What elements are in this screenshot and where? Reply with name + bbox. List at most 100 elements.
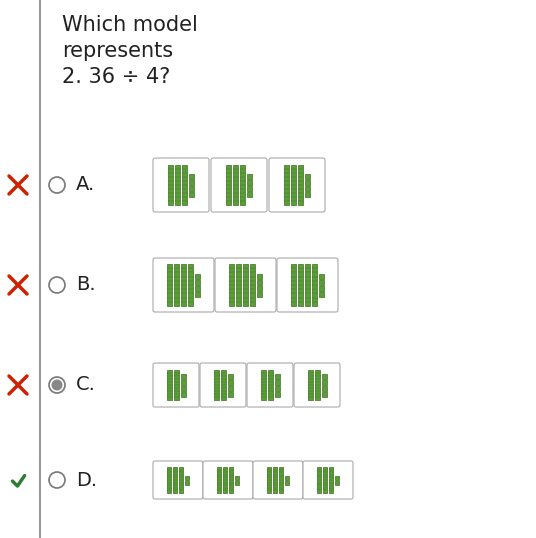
Bar [243, 264, 248, 306]
Bar [229, 264, 234, 306]
Circle shape [51, 379, 63, 391]
Bar [189, 173, 194, 179]
Bar [185, 480, 189, 485]
Bar [335, 476, 339, 479]
Bar [323, 467, 327, 493]
Bar [260, 370, 265, 400]
Bar [291, 264, 296, 306]
Bar [305, 192, 310, 196]
Bar [236, 264, 241, 306]
Bar [247, 186, 252, 190]
Bar [315, 370, 319, 400]
FancyBboxPatch shape [153, 461, 203, 499]
Bar [189, 192, 194, 196]
Bar [167, 264, 172, 306]
Bar [257, 292, 262, 296]
Bar [319, 286, 324, 291]
Bar [308, 370, 312, 400]
Text: represents: represents [62, 41, 173, 61]
Bar [175, 165, 180, 205]
Bar [335, 480, 339, 485]
Bar [274, 373, 279, 379]
Bar [319, 273, 324, 279]
Bar [213, 370, 219, 400]
FancyBboxPatch shape [253, 461, 303, 499]
Bar [229, 467, 233, 493]
Bar [273, 467, 277, 493]
Bar [322, 392, 326, 397]
Bar [267, 467, 271, 493]
Text: D.: D. [76, 471, 97, 490]
Bar [181, 379, 185, 385]
FancyBboxPatch shape [294, 363, 340, 407]
Bar [217, 467, 221, 493]
Bar [233, 165, 238, 205]
Circle shape [49, 177, 65, 193]
Bar [317, 467, 321, 493]
Bar [279, 467, 283, 493]
Bar [181, 386, 185, 391]
FancyBboxPatch shape [153, 258, 214, 312]
Bar [305, 186, 310, 190]
Bar [195, 280, 200, 285]
Bar [284, 165, 289, 205]
Bar [257, 280, 262, 285]
Bar [257, 286, 262, 291]
FancyBboxPatch shape [269, 158, 325, 212]
Bar [235, 480, 239, 485]
Circle shape [49, 277, 65, 293]
FancyBboxPatch shape [303, 461, 353, 499]
Bar [305, 180, 310, 185]
FancyBboxPatch shape [277, 258, 338, 312]
Bar [189, 186, 194, 190]
FancyBboxPatch shape [153, 363, 199, 407]
Circle shape [49, 377, 65, 393]
Bar [319, 280, 324, 285]
Text: A.: A. [76, 175, 95, 195]
Bar [168, 165, 173, 205]
FancyBboxPatch shape [203, 461, 253, 499]
Bar [181, 264, 186, 306]
Bar [305, 173, 310, 179]
Bar [274, 392, 279, 397]
Bar [329, 467, 333, 493]
Bar [227, 392, 233, 397]
Bar [285, 476, 289, 479]
Bar [247, 192, 252, 196]
FancyBboxPatch shape [200, 363, 246, 407]
FancyBboxPatch shape [247, 363, 293, 407]
Bar [174, 370, 178, 400]
Bar [312, 264, 317, 306]
Bar [322, 373, 326, 379]
FancyBboxPatch shape [153, 158, 209, 212]
Bar [285, 480, 289, 485]
Bar [181, 373, 185, 379]
Bar [227, 386, 233, 391]
Bar [240, 165, 245, 205]
Bar [188, 264, 193, 306]
Bar [267, 370, 272, 400]
Bar [247, 173, 252, 179]
Bar [195, 273, 200, 279]
Bar [189, 180, 194, 185]
Bar [227, 373, 233, 379]
Bar [322, 379, 326, 385]
Text: B.: B. [76, 275, 95, 294]
Bar [274, 379, 279, 385]
Bar [305, 264, 310, 306]
Bar [173, 467, 177, 493]
Bar [181, 392, 185, 397]
Bar [195, 286, 200, 291]
Bar [257, 273, 262, 279]
Bar [227, 379, 233, 385]
Bar [226, 165, 231, 205]
Text: Which model: Which model [62, 15, 198, 35]
Bar [174, 264, 179, 306]
Bar [250, 264, 255, 306]
Bar [179, 467, 183, 493]
Bar [220, 370, 226, 400]
Bar [291, 165, 296, 205]
Text: C.: C. [76, 376, 96, 394]
Bar [167, 467, 171, 493]
Circle shape [49, 472, 65, 488]
